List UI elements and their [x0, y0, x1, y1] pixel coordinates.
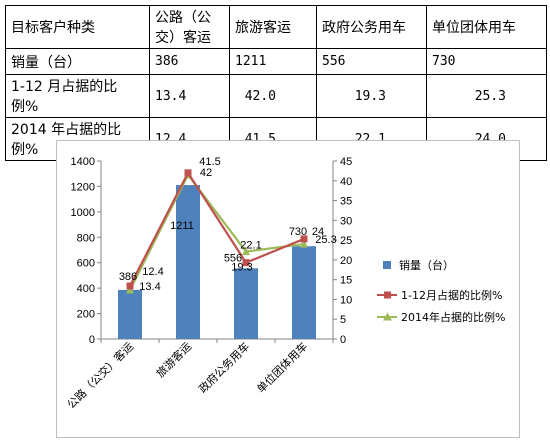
left-tick-label: 400 — [77, 283, 95, 295]
legend-label: 1-12月占据的比例% — [401, 288, 502, 302]
right-tick-label: 30 — [340, 215, 352, 227]
right-tick-label: 45 — [340, 156, 352, 168]
line1-data-label: 25.3 — [315, 234, 336, 246]
table-row: 1-12 月占据的比例% 13.4 42.0 19.3 25.3 — [5, 74, 547, 118]
legend-triangle-marker — [383, 312, 392, 321]
left-tick-label: 1400 — [71, 156, 95, 168]
bar-data-label: 556 — [224, 252, 242, 264]
row-label: 销量（台） — [5, 48, 150, 75]
header-cell: 公路（公交）客运 — [149, 5, 230, 49]
legend-bar-swatch — [383, 261, 391, 269]
line1-data-label: 19.3 — [231, 262, 252, 274]
right-tick-label: 5 — [340, 314, 346, 326]
line1-data-label: 42 — [200, 167, 212, 179]
left-tick-label: 800 — [77, 232, 95, 244]
category-label: 公路（公交）客运 — [64, 339, 136, 411]
square-marker — [126, 282, 134, 290]
bar-data-label: 386 — [119, 271, 137, 283]
square-marker — [184, 169, 192, 177]
line2-data-label: 22.1 — [240, 240, 261, 252]
chart-container: 0 200 400 600 800 1000 1200 1400 0 5 10 15 20 25 30 35 4… — [56, 140, 520, 438]
table-row: 销量（台） 386 1211 556 730 — [5, 48, 547, 75]
table-cell: 42.0 — [229, 74, 317, 118]
table-cell: 25.3 — [426, 74, 547, 118]
square-marker — [300, 235, 308, 243]
line2-data-label: 24 — [312, 226, 324, 238]
legend-label: 2014年占据的比例% — [401, 310, 505, 324]
right-tick-label: 40 — [340, 176, 352, 188]
row-label: 1-12 月占据的比例% — [5, 74, 150, 118]
table-cell: 556 — [316, 48, 427, 75]
table-cell: 13.4 — [149, 74, 230, 118]
combo-chart: 0 200 400 600 800 1000 1200 1400 0 5 10 15 20 25 30 35 4… — [64, 156, 505, 412]
header-cell: 目标客户种类 — [5, 5, 150, 49]
category-label: 政府公务用车 — [196, 339, 253, 396]
left-tick-label: 1200 — [71, 181, 95, 193]
header-cell: 旅游客运 — [229, 5, 317, 49]
triangle-marker — [242, 247, 250, 256]
line2-data-label: 12.4 — [142, 266, 163, 278]
bar — [176, 185, 200, 339]
bar — [292, 246, 316, 339]
triangle-marker — [300, 239, 308, 248]
table-header-row: 目标客户种类 公路（公交）客运 旅游客运 政府公务用车 单位团体用车 — [5, 5, 547, 49]
bar — [234, 268, 258, 339]
right-tick-label: 0 — [340, 334, 346, 346]
series-line — [129, 170, 305, 287]
header-cell: 单位团体用车 — [426, 5, 547, 49]
right-tick-label: 20 — [340, 255, 352, 267]
legend-square-marker — [384, 291, 391, 299]
bar-data-label: 730 — [289, 226, 307, 238]
line2-data-label: 41.5 — [199, 156, 220, 168]
line1-data-label: 13.4 — [139, 281, 160, 293]
square-marker — [242, 259, 250, 267]
table-cell: 1211 — [229, 48, 317, 75]
left-tick-label: 0 — [89, 334, 95, 346]
right-tick-label: 10 — [340, 294, 352, 306]
table-cell: 730 — [426, 48, 547, 75]
series-line — [129, 172, 305, 291]
left-tick-label: 600 — [77, 258, 95, 270]
left-tick-label: 1000 — [71, 207, 95, 219]
table-cell: 386 — [149, 48, 230, 75]
category-label: 旅游客运 — [153, 339, 194, 380]
right-tick-label: 15 — [340, 275, 352, 287]
left-tick-label: 200 — [77, 309, 95, 321]
data-table: 目标客户种类 公路（公交）客运 旅游客运 政府公务用车 单位团体用车 销量（台）… — [5, 5, 547, 161]
right-tick-label: 25 — [340, 235, 352, 247]
bar — [118, 289, 142, 339]
bar-data-label: 1211 — [170, 220, 194, 232]
right-tick-label: 35 — [340, 196, 352, 208]
table-cell: 19.3 — [316, 74, 427, 118]
header-cell: 政府公务用车 — [316, 5, 427, 49]
category-label: 单位团体用车 — [254, 339, 311, 396]
legend-label: 销量（台） — [399, 258, 454, 272]
